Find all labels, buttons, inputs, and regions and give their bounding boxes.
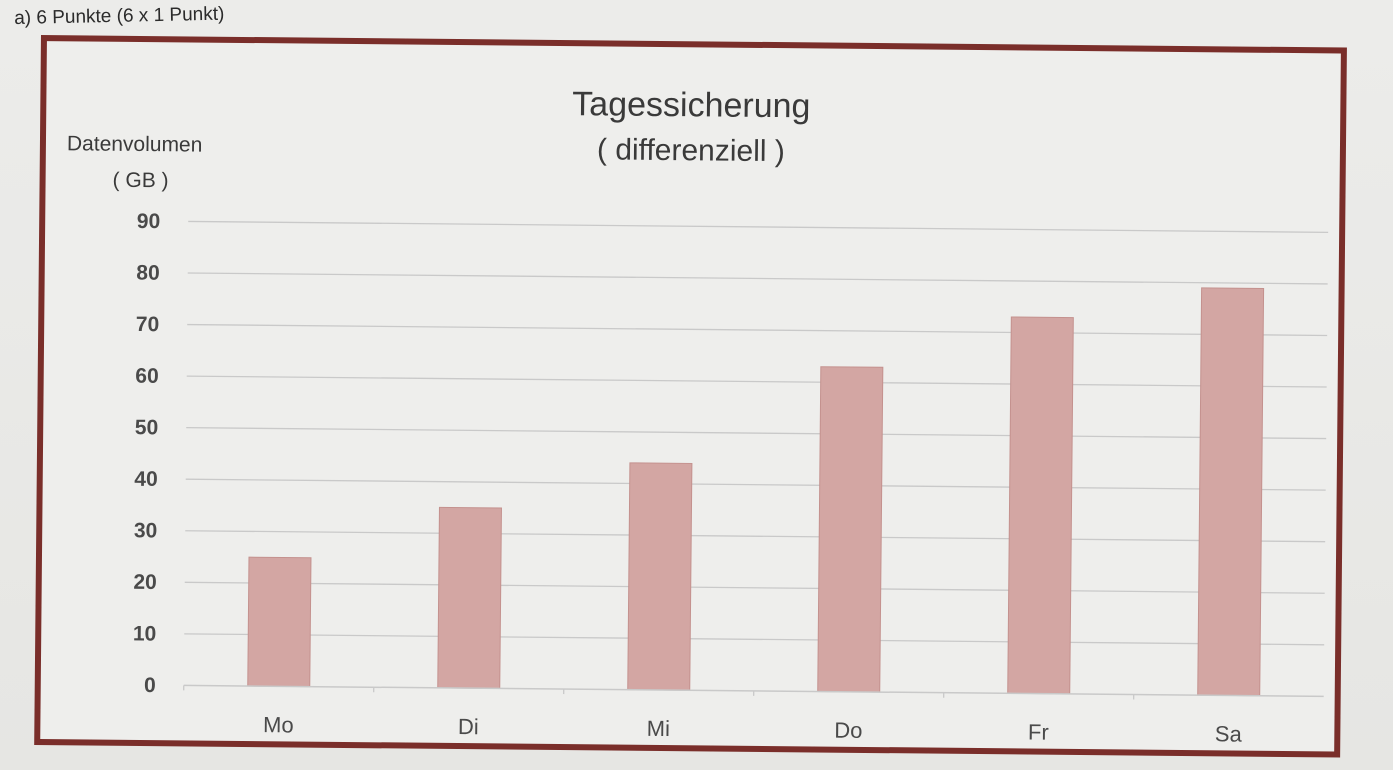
bar-mi (627, 462, 693, 691)
y-tick-labels: 0 10 20 30 40 50 60 70 80 90 (133, 210, 161, 697)
gridline (184, 581, 1325, 594)
gridlines (184, 220, 1329, 646)
x-tick-label-sa: Sa (1215, 721, 1243, 746)
task-label: a) 6 Punkte (6 x 1 Punkt) (14, 3, 225, 29)
gridline (186, 426, 1327, 440)
y-tick-label: 10 (133, 622, 157, 645)
y-axis-label: Datenvolumen (67, 132, 203, 156)
y-tick-label: 60 (135, 365, 159, 388)
y-tick-label: 80 (136, 261, 160, 284)
chart-frame: Tagessicherung ( differenziell ) Datenvo… (33, 34, 1378, 761)
bar-chart: Tagessicherung ( differenziell ) Datenvo… (34, 35, 1347, 758)
x-tick-label-do: Do (834, 718, 862, 743)
y-tick-label: 50 (135, 416, 159, 439)
x-tick-label-mo: Mo (263, 712, 294, 737)
x-tick-label-fr: Fr (1028, 720, 1049, 745)
gridline (185, 478, 1326, 491)
y-tick-label: 90 (137, 210, 161, 233)
x-tick-label-di: Di (458, 714, 479, 739)
gridline (187, 323, 1328, 337)
bars (247, 287, 1265, 697)
x-axis-line (183, 684, 1324, 698)
y-tick-label: 30 (134, 519, 158, 542)
gridline (187, 272, 1328, 285)
gridline (188, 220, 1329, 234)
gridline (186, 375, 1327, 388)
bar-fr (1007, 316, 1074, 695)
y-tick-label: 70 (136, 313, 160, 336)
y-tick-label: 40 (134, 468, 158, 491)
y-tick-label: 0 (144, 674, 156, 697)
x-tick-labels: Mo Di Mi Do Fr Sa (183, 685, 1243, 747)
bar-do (817, 366, 884, 693)
bar-sa (1197, 287, 1265, 697)
y-tick-label: 20 (133, 571, 157, 594)
gridline (185, 530, 1326, 543)
chart-title: Tagessicherung (572, 85, 811, 125)
y-axis-unit: ( GB ) (112, 169, 168, 193)
gridline (184, 633, 1325, 646)
bar-mo (247, 556, 312, 688)
chart-subtitle: ( differenziell ) (597, 133, 785, 168)
bar-di (437, 506, 502, 689)
x-tick-label-mi: Mi (647, 716, 670, 741)
